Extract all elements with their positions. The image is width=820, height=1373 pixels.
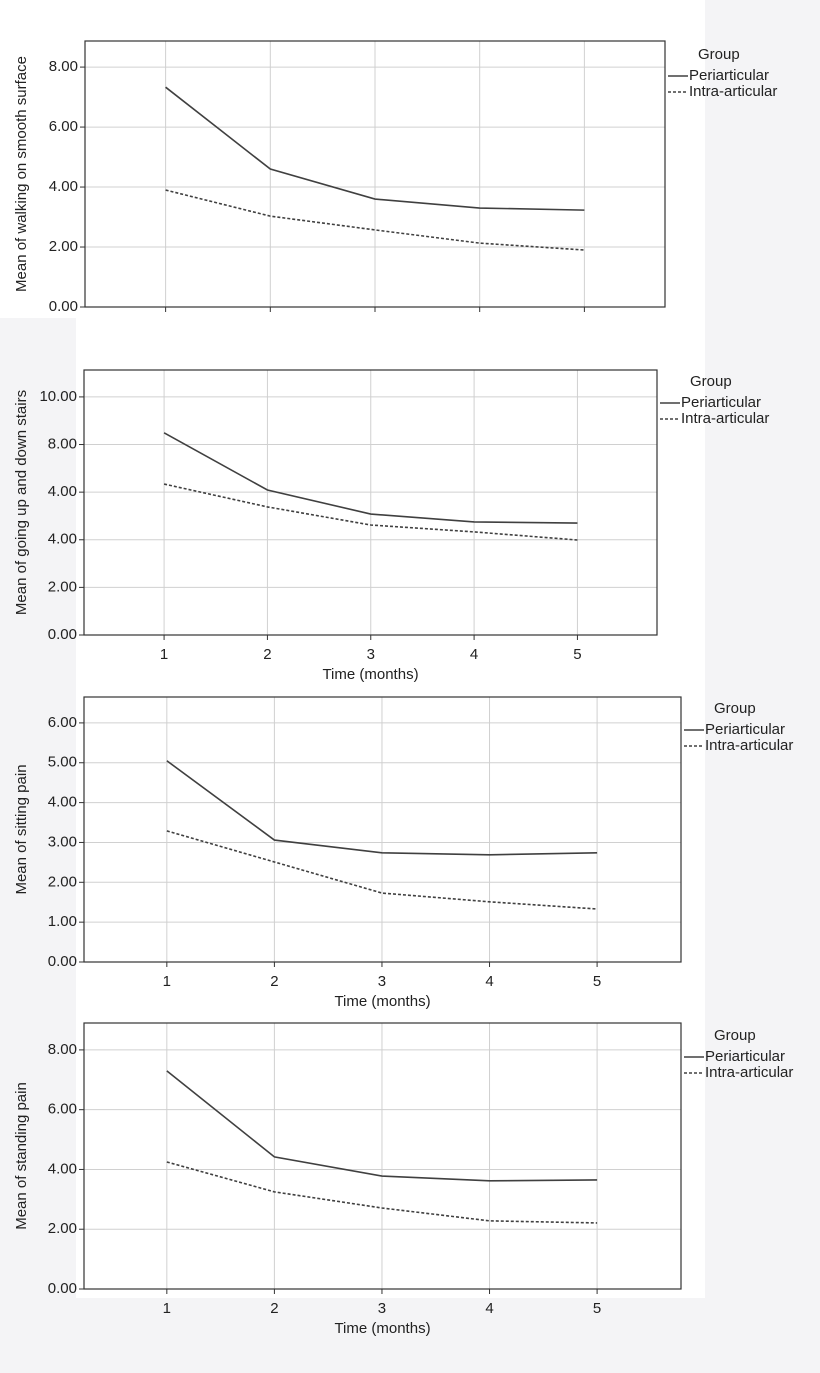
plot-frame [83, 1022, 682, 1290]
legend-label: Intra-articular [705, 1064, 793, 1081]
y-axis-label: Mean of going up and down stairs [13, 390, 30, 615]
y-tick-label: 6.00 [48, 1101, 77, 1118]
data-line [166, 1161, 598, 1224]
x-tick-label: 4 [485, 1300, 493, 1317]
x-tick-label: 3 [367, 646, 375, 663]
y-tick-label: 3.00 [48, 833, 77, 850]
y-tick-label: 4.00 [48, 794, 77, 811]
x-tick-label: 2 [270, 1300, 278, 1317]
x-tick-label: 1 [160, 646, 168, 663]
data-line [165, 86, 585, 211]
y-tick-label: 8.00 [48, 1041, 77, 1058]
x-tick-label: 2 [270, 973, 278, 990]
x-tick-label: 2 [263, 646, 271, 663]
y-tick-label: 5.00 [48, 754, 77, 771]
y-axis-label: Mean of standing pain [13, 1082, 30, 1230]
x-axis-label: Time (months) [322, 666, 418, 683]
x-axis-label: Time (months) [334, 993, 430, 1010]
y-tick-label: 2.00 [48, 1220, 77, 1237]
plot-frame [83, 369, 658, 636]
x-tick-label: 1 [163, 973, 171, 990]
y-axis-label: Mean of sitting pain [13, 764, 30, 894]
x-axis-label: Time (months) [334, 1320, 430, 1337]
x-tick-label: 5 [593, 973, 601, 990]
panel [76, 1015, 705, 1298]
plot-frame [84, 40, 666, 308]
legend-label: Periarticular [681, 394, 761, 411]
y-tick-label: 4.00 [48, 531, 77, 548]
y-tick-label: 10.00 [39, 388, 77, 405]
y-tick-label: 8.00 [49, 58, 78, 75]
legend-title: Group [690, 373, 732, 390]
y-tick-label: 1.00 [48, 913, 77, 930]
x-tick-label: 5 [593, 1300, 601, 1317]
legend-title: Group [698, 46, 740, 63]
y-axis-label: Mean of walking on smooth surface [13, 56, 30, 292]
legend-title: Group [714, 1027, 756, 1044]
legend-title: Group [714, 700, 756, 717]
legend-label: Periarticular [689, 67, 769, 84]
y-tick-label: 2.00 [48, 578, 77, 595]
data-line [163, 432, 578, 524]
y-tick-label: 6.00 [48, 714, 77, 731]
data-line [163, 483, 578, 541]
y-tick-label: 8.00 [48, 435, 77, 452]
y-tick-label: 6.00 [49, 118, 78, 135]
y-tick-label: 2.00 [48, 873, 77, 890]
legend-label: Periarticular [705, 721, 785, 738]
y-tick-label: 4.00 [48, 1160, 77, 1177]
x-tick-label: 1 [163, 1300, 171, 1317]
y-tick-label: 0.00 [48, 626, 77, 643]
y-tick-label: 0.00 [48, 1280, 77, 1297]
y-tick-label: 2.00 [49, 238, 78, 255]
data-line [166, 760, 598, 856]
panel [76, 318, 705, 690]
y-tick-label: 0.00 [49, 298, 78, 315]
panel [0, 0, 705, 318]
legend-label: Intra-articular [705, 737, 793, 754]
data-line [165, 189, 585, 251]
x-tick-label: 5 [573, 646, 581, 663]
data-line [166, 1070, 598, 1182]
legend-label: Intra-articular [689, 83, 777, 100]
x-tick-label: 3 [378, 973, 386, 990]
x-tick-label: 4 [470, 646, 478, 663]
x-tick-label: 3 [378, 1300, 386, 1317]
legend-label: Intra-articular [681, 410, 769, 427]
y-tick-label: 4.00 [48, 483, 77, 500]
plot-frame [83, 696, 682, 963]
data-line [166, 830, 598, 910]
legend-label: Periarticular [705, 1048, 785, 1065]
y-tick-label: 0.00 [48, 953, 77, 970]
x-tick-label: 4 [485, 973, 493, 990]
y-tick-label: 4.00 [49, 178, 78, 195]
